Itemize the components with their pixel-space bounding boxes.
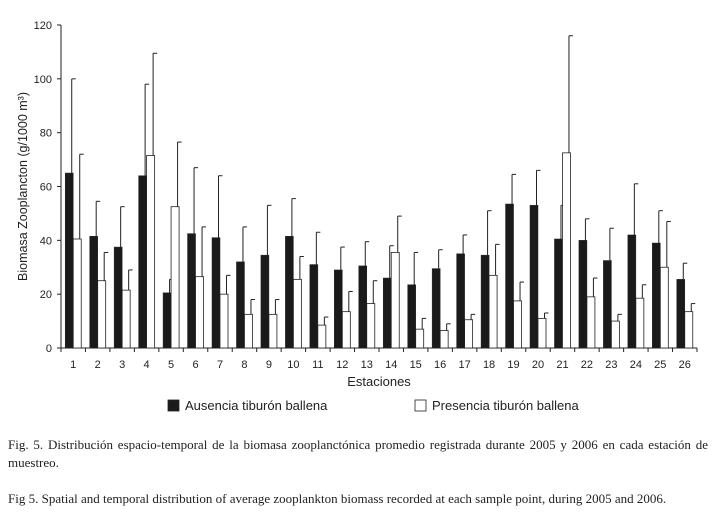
bar — [456, 253, 465, 349]
bar — [268, 313, 278, 349]
y-tick-label: 120 — [34, 20, 52, 32]
bar — [292, 278, 302, 349]
bar — [603, 260, 612, 349]
bar — [610, 320, 620, 349]
legend-label: Presencia tiburón ballena — [432, 398, 579, 413]
x-tick-label: 25 — [654, 359, 666, 371]
bar — [627, 234, 637, 349]
x-tick-label: 5 — [168, 359, 174, 371]
bar — [236, 261, 245, 349]
bar — [366, 303, 376, 349]
bar — [97, 280, 107, 349]
bar — [529, 205, 539, 349]
x-tick-label: 26 — [679, 359, 691, 371]
bar — [195, 276, 204, 349]
bar — [138, 175, 147, 349]
bar — [439, 330, 449, 349]
bar — [537, 317, 547, 349]
bar — [170, 206, 180, 349]
bar — [358, 265, 368, 349]
bar — [121, 289, 131, 349]
error-bars — [71, 35, 696, 331]
bar — [334, 269, 343, 349]
bar — [72, 238, 82, 349]
bar — [578, 240, 588, 349]
x-tick-label: 4 — [144, 359, 150, 371]
bar — [89, 236, 98, 349]
x-tick-label: 20 — [532, 359, 544, 371]
bar — [260, 254, 270, 349]
x-tick-label: 21 — [556, 359, 568, 371]
legend-swatch — [414, 399, 427, 412]
bar — [659, 266, 669, 349]
bar — [317, 324, 327, 349]
bar — [488, 274, 498, 349]
bar — [390, 252, 400, 349]
bar — [554, 238, 563, 349]
bar — [187, 233, 196, 349]
y-tick-label: 80 — [40, 128, 52, 140]
bar — [652, 242, 661, 349]
bar — [407, 284, 416, 349]
x-tick-label: 11 — [312, 359, 323, 371]
legend: Ausencia tiburón ballena Presencia tiburó… — [167, 398, 579, 413]
bar — [341, 311, 351, 349]
bar — [309, 264, 319, 349]
bar — [684, 311, 694, 349]
x-tick-label: 13 — [361, 359, 373, 371]
bar — [219, 293, 229, 349]
x-tick-label: 18 — [483, 359, 495, 371]
x-tick-label: 16 — [434, 359, 446, 371]
bar — [480, 254, 490, 349]
bar — [146, 155, 156, 349]
bar — [505, 203, 514, 349]
bar — [586, 296, 596, 349]
caption-english: Fig 5. Spatial and temporal distribution… — [8, 491, 667, 506]
x-axis-title: Estaciones — [347, 374, 411, 389]
y-tick-label: 60 — [40, 182, 52, 194]
x-tick-label: 3 — [119, 359, 125, 371]
bars — [64, 152, 694, 349]
bar — [676, 279, 686, 349]
bar — [113, 246, 123, 349]
y-tick-label: 0 — [46, 343, 52, 355]
y-axis-title: Biomasa Zooplancton (g/1000 m³) — [16, 92, 30, 281]
bar — [513, 300, 522, 349]
x-tick-label: 2 — [95, 359, 101, 371]
x-tick-label: 6 — [192, 359, 198, 371]
x-tick-label: 8 — [241, 359, 247, 371]
x-tick-label: 9 — [266, 359, 272, 371]
legend-label: Ausencia tiburón ballena — [185, 398, 328, 413]
x-tick-label: 10 — [287, 359, 299, 371]
bar — [431, 268, 441, 349]
bar — [635, 297, 645, 349]
x-tick-label: 17 — [458, 359, 470, 371]
legend-swatch — [167, 399, 180, 412]
bar — [415, 328, 425, 349]
bar — [64, 172, 74, 349]
bar — [562, 152, 571, 349]
bar — [211, 237, 221, 349]
x-tick-label: 23 — [605, 359, 617, 371]
x-tick-label: 22 — [581, 359, 593, 371]
x-tick-label: 15 — [410, 359, 422, 371]
x-tick-label: 12 — [336, 359, 348, 371]
y-tick-label: 20 — [40, 289, 52, 301]
caption-spanish: Fig. 5. Distribución espacio-temporal de… — [8, 437, 708, 470]
bar — [162, 292, 172, 349]
x-tick-label: 14 — [385, 359, 397, 371]
x-tick-label: 24 — [630, 359, 642, 371]
bar — [244, 313, 253, 349]
x-tick-label: 19 — [507, 359, 519, 371]
bar — [464, 319, 474, 349]
y-tick-label: 100 — [34, 74, 52, 86]
x-tick-label: 1 — [70, 359, 76, 371]
y-tick-label: 40 — [40, 235, 52, 247]
bar — [285, 236, 294, 349]
bar — [382, 277, 392, 349]
x-tick-label: 7 — [217, 359, 223, 371]
